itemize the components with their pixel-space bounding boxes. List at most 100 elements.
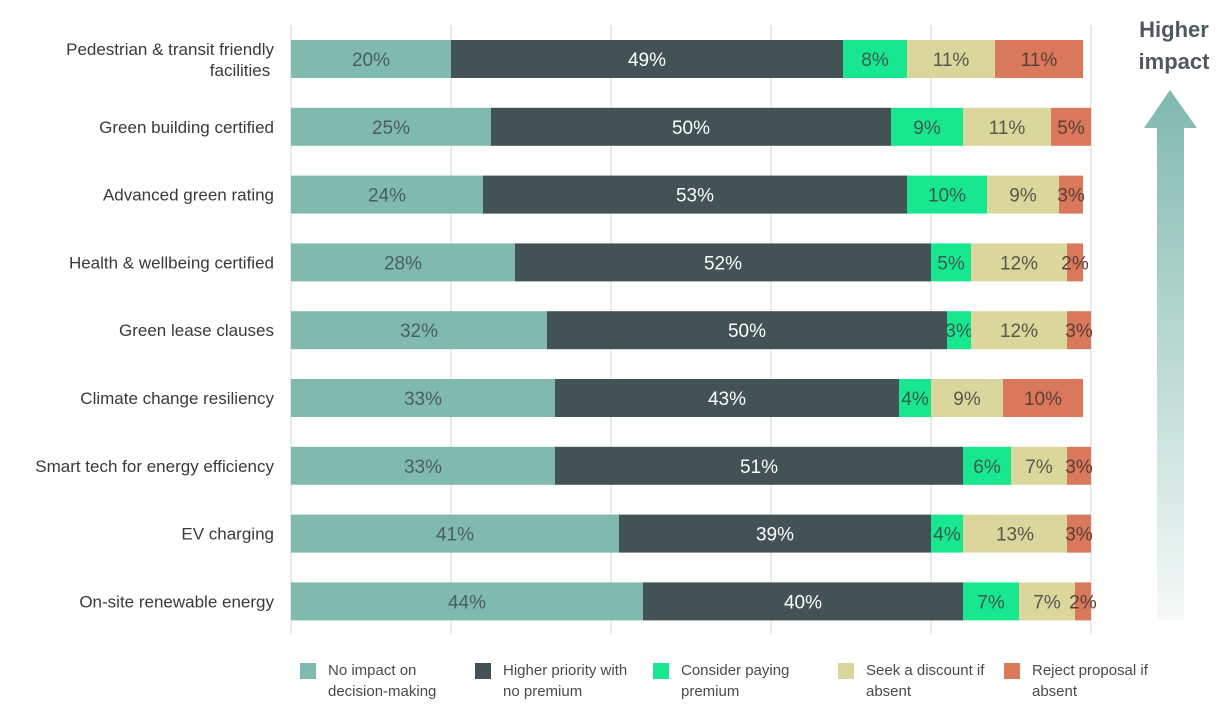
bar-value-label: 53% xyxy=(676,186,714,207)
category-label: Green lease clauses xyxy=(119,321,274,340)
bar-segment xyxy=(931,243,971,282)
bar-segment xyxy=(643,582,963,621)
legend-label: Seek a discount if absent xyxy=(866,662,985,700)
legend-label: Reject proposal if absent xyxy=(1032,662,1148,700)
bar-segment xyxy=(907,40,995,78)
bar-segment xyxy=(555,446,963,485)
category-label: Green building certified xyxy=(99,118,274,137)
bar-value-label: 52% xyxy=(704,253,742,274)
bar-value-label: 3% xyxy=(1065,525,1093,546)
bar-segment xyxy=(291,582,643,621)
bar-segment xyxy=(963,446,1011,485)
bar-value-label: 3% xyxy=(1065,457,1093,478)
bar-segment xyxy=(899,379,931,417)
bar-segment xyxy=(843,40,907,78)
bar-segment xyxy=(1067,243,1083,282)
annotation-line-2: impact xyxy=(1138,49,1210,74)
bar-value-label: 28% xyxy=(384,253,422,274)
bar-value-label: 3% xyxy=(1057,186,1085,207)
bar-segment xyxy=(1051,107,1091,146)
bar-segment xyxy=(291,311,547,350)
legend-label: Higher priority with no premium xyxy=(503,662,628,700)
bar-value-label: 13% xyxy=(996,525,1034,546)
bar-value-label: 33% xyxy=(404,389,442,410)
bar-value-label: 4% xyxy=(901,389,929,410)
category-label: Health & wellbeing certified xyxy=(69,253,274,272)
bar-value-label: 20% xyxy=(352,50,390,71)
bar-segment xyxy=(947,311,971,350)
bar-value-label: 10% xyxy=(1024,389,1062,410)
category-label: On-site renewable energy xyxy=(79,592,274,611)
bar-segment xyxy=(931,379,1003,417)
bar-value-label: 9% xyxy=(1009,186,1037,207)
bar-segment xyxy=(987,175,1059,214)
bar-value-label: 2% xyxy=(1069,592,1097,613)
bar-value-label: 32% xyxy=(400,321,438,342)
category-label: Pedestrian & transit friendly facilities xyxy=(66,40,274,80)
bar-value-label: 44% xyxy=(448,592,486,613)
legend-swatch xyxy=(838,663,854,679)
higher-impact-annotation: Higher impact xyxy=(1128,14,1220,78)
bar-value-label: 49% xyxy=(628,50,666,71)
bar-value-label: 11% xyxy=(1021,50,1058,71)
legend-label: Consider paying premium xyxy=(681,662,790,700)
legend-item: Reject proposal if absent xyxy=(1004,660,1162,702)
bar-segment xyxy=(291,446,555,485)
bar-value-label: 11% xyxy=(989,118,1026,139)
bar-segment xyxy=(1059,175,1083,214)
bars: 20% 49% 8% 11% 11% 25% 50% 9% 11% 5% 24% 53% 10% 9% 3%… xyxy=(291,40,1097,621)
bar-value-label: 10% xyxy=(928,186,966,207)
bar-segment xyxy=(291,514,619,553)
bar-value-label: 33% xyxy=(404,457,442,478)
bar-value-label: 4% xyxy=(933,525,961,546)
bar-value-label: 24% xyxy=(368,186,406,207)
bar-value-label: 12% xyxy=(1000,321,1038,342)
bar-value-label: 40% xyxy=(784,592,822,613)
legend-item: Higher priority with no premium xyxy=(475,660,633,702)
bar-segment xyxy=(451,40,843,78)
category-label: Smart tech for energy efficiency xyxy=(35,457,274,476)
legend-swatch xyxy=(653,663,669,679)
bar-value-label: 7% xyxy=(1033,592,1061,613)
bar-segment xyxy=(931,514,963,553)
legend-label: No impact on decision-making xyxy=(328,662,437,700)
bar-value-label: 39% xyxy=(756,525,794,546)
bar-value-label: 12% xyxy=(1000,253,1038,274)
bar-segment xyxy=(1067,311,1091,350)
bar-value-label: 50% xyxy=(728,321,766,342)
bar-value-label: 5% xyxy=(1057,118,1085,139)
legend: No impact on decision-making Higher prio… xyxy=(300,660,1180,706)
bar-segment xyxy=(547,311,947,350)
legend-swatch xyxy=(475,663,491,679)
bar-segment xyxy=(515,243,931,282)
bar-segment xyxy=(491,107,891,146)
category-label: Advanced green rating xyxy=(103,186,274,205)
bar-value-label: 25% xyxy=(372,118,410,139)
bar-segment xyxy=(1067,446,1091,485)
bar-segment xyxy=(291,40,451,78)
bar-value-label: 41% xyxy=(436,525,474,546)
bar-segment xyxy=(1011,446,1067,485)
bar-value-label: 51% xyxy=(740,457,778,478)
legend-swatch xyxy=(300,663,316,679)
bar-value-label: 9% xyxy=(913,118,941,139)
bar-segment xyxy=(971,243,1067,282)
bar-segment xyxy=(619,514,931,553)
bar-value-label: 9% xyxy=(953,389,981,410)
bar-value-label: 50% xyxy=(672,118,710,139)
bar-segment xyxy=(907,175,987,214)
bar-value-label: 3% xyxy=(1065,321,1093,342)
bar-segment xyxy=(483,175,907,214)
bar-segment xyxy=(291,107,491,146)
category-label: EV charging xyxy=(181,525,274,544)
bar-value-label: 7% xyxy=(977,592,1005,613)
bar-value-label: 7% xyxy=(1025,457,1053,478)
bar-value-label: 8% xyxy=(861,50,889,71)
legend-item: Consider paying premium xyxy=(653,660,811,702)
legend-swatch xyxy=(1004,663,1020,679)
bar-value-label: 3% xyxy=(945,321,973,342)
bar-value-label: 5% xyxy=(937,253,965,274)
bar-segment xyxy=(1075,582,1091,621)
bar-value-label: 11% xyxy=(933,50,970,71)
